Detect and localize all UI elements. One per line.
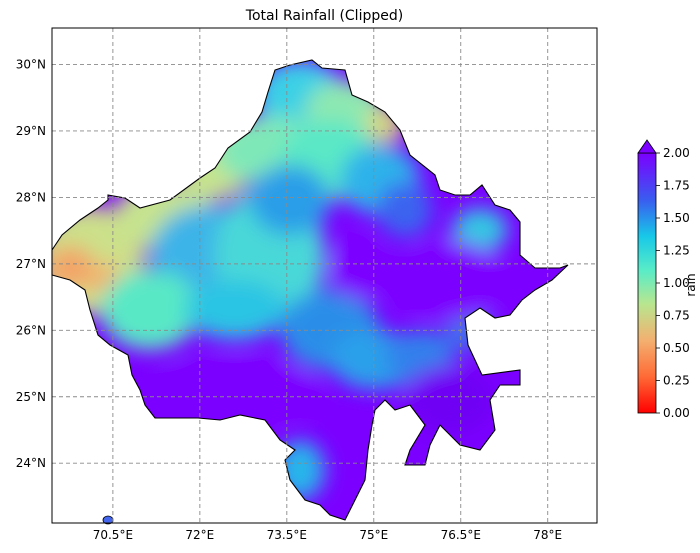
lat-tick-label: 27°N (16, 257, 46, 271)
colorbar-tick-label: 1.50 (663, 211, 690, 225)
lon-tick-label: 72°E (185, 528, 214, 542)
colorbar-label: rain (684, 273, 698, 296)
colorbar-tick-label: 1.75 (663, 179, 690, 193)
colorbar-tick-label: 0.00 (663, 406, 690, 420)
lon-tick-label: 70.5°E (93, 528, 133, 542)
lat-tick-label: 24°N (16, 456, 46, 470)
lon-tick-label: 75°E (359, 528, 388, 542)
colorbar-tick-label: 0.25 (663, 374, 690, 388)
colorbar-extend-arrow (637, 139, 657, 154)
lon-tick-label: 76.5°E (441, 528, 481, 542)
colorbar-tick-label: 1.25 (663, 244, 690, 258)
map-title: Total Rainfall (Clipped) (245, 8, 404, 24)
lat-tick-label: 28°N (16, 190, 46, 204)
map-axes-frame (51, 27, 598, 524)
lat-tick-label: 30°N (16, 58, 46, 72)
colorbar-ticks: 0.00 0.25 0.50 0.75 1.00 1.25 1.50 1.75 2.00 (656, 146, 690, 420)
lat-tick-label: 25°N (16, 390, 46, 404)
gridlines (52, 28, 597, 523)
colorbar-tick-label: 1.00 (663, 276, 690, 290)
colorbar-gradient (637, 152, 657, 414)
latitude-tick-labels: 30°N 29°N 28°N 27°N 26°N 25°N 24°N (16, 58, 46, 471)
colorbar-tick-label: 0.75 (663, 309, 690, 323)
colorbar: 0.00 0.25 0.50 0.75 1.00 1.25 1.50 1.75 2.00 rai… (637, 139, 698, 420)
lon-tick-label: 78°E (533, 528, 562, 542)
colorbar-tick-label: 0.50 (663, 341, 690, 355)
lat-tick-label: 29°N (16, 124, 46, 138)
colorbar-tick-label: 2.00 (663, 146, 690, 160)
lon-tick-label: 73.5°E (267, 528, 307, 542)
longitude-tick-labels: 70.5°E 72°E 73.5°E 75°E 76.5°E 78°E (93, 528, 562, 542)
lat-tick-label: 26°N (16, 323, 46, 337)
